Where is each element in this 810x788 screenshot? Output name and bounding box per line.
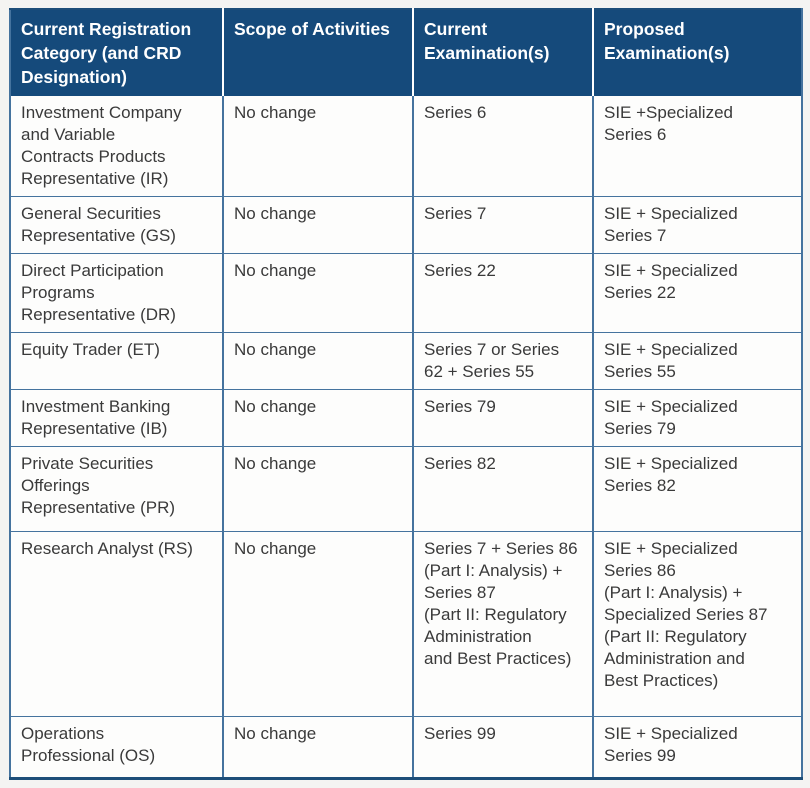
table-row: Research Analyst (RS) No change Series 7… (10, 531, 802, 717)
table-row: Operations Professional (OS) No change S… (10, 716, 802, 779)
cell-proposed-exams: SIE +Specialized Series 6 (592, 96, 802, 197)
cell-proposed-exams: SIE + Specialized Series 79 (592, 389, 802, 447)
cell-scope: No change (222, 96, 414, 197)
cell-scope: No change (222, 196, 414, 254)
cell-proposed-exams: SIE + Specialized Series 99 (592, 716, 802, 779)
cell-current-exams: Series 79 (412, 389, 594, 447)
table-row: Equity Trader (ET) No change Series 7 or… (10, 332, 802, 390)
table-row: Private Securities Offerings Representat… (10, 446, 802, 532)
column-header-proposed-exams: Proposed Examination(s) (593, 9, 802, 96)
cell-proposed-exams: SIE + Specialized Series 7 (592, 196, 802, 254)
table-row: Investment Company and Variable Contract… (10, 96, 802, 197)
cell-category: Research Analyst (RS) (10, 531, 224, 717)
cell-scope: No change (222, 332, 414, 390)
header-row: Current Registration Category (and CRD D… (10, 9, 802, 96)
cell-scope: No change (222, 716, 414, 779)
cell-current-exams: Series 22 (412, 253, 594, 333)
cell-scope: No change (222, 531, 414, 717)
table-row: Investment Banking Representative (IB) N… (10, 389, 802, 447)
cell-proposed-exams: SIE + Specialized Series 22 (592, 253, 802, 333)
cell-category: Private Securities Offerings Representat… (10, 446, 224, 532)
cell-scope: No change (222, 253, 414, 333)
column-header-current-exams: Current Examination(s) (413, 9, 594, 96)
cell-category: Equity Trader (ET) (10, 332, 224, 390)
column-header-category: Current Registration Category (and CRD D… (10, 9, 224, 96)
cell-proposed-exams: SIE + Specialized Series 55 (592, 332, 802, 390)
registration-examinations-table: Current Registration Category (and CRD D… (9, 8, 803, 780)
cell-scope: No change (222, 446, 414, 532)
cell-current-exams: Series 82 (412, 446, 594, 532)
cell-scope: No change (222, 389, 414, 447)
column-header-scope: Scope of Activities (223, 9, 414, 96)
table-row: General Securities Representative (GS) N… (10, 196, 802, 254)
cell-current-exams: Series 7 + Series 86 (Part I: Analysis) … (412, 531, 594, 717)
table-row: Direct Participation Programs Representa… (10, 253, 802, 333)
cell-category: Direct Participation Programs Representa… (10, 253, 224, 333)
cell-proposed-exams: SIE + Specialized Series 82 (592, 446, 802, 532)
cell-category: Investment Company and Variable Contract… (10, 96, 224, 197)
cell-proposed-exams: SIE + Specialized Series 86 (Part I: Ana… (592, 531, 802, 717)
cell-current-exams: Series 99 (412, 716, 594, 779)
cell-category: Operations Professional (OS) (10, 716, 224, 779)
cell-current-exams: Series 6 (412, 96, 594, 197)
table-header: Current Registration Category (and CRD D… (10, 9, 802, 96)
cell-current-exams: Series 7 (412, 196, 594, 254)
table-body: Investment Company and Variable Contract… (10, 96, 802, 779)
cell-current-exams: Series 7 or Series 62 + Series 55 (412, 332, 594, 390)
cell-category: Investment Banking Representative (IB) (10, 389, 224, 447)
cell-category: General Securities Representative (GS) (10, 196, 224, 254)
